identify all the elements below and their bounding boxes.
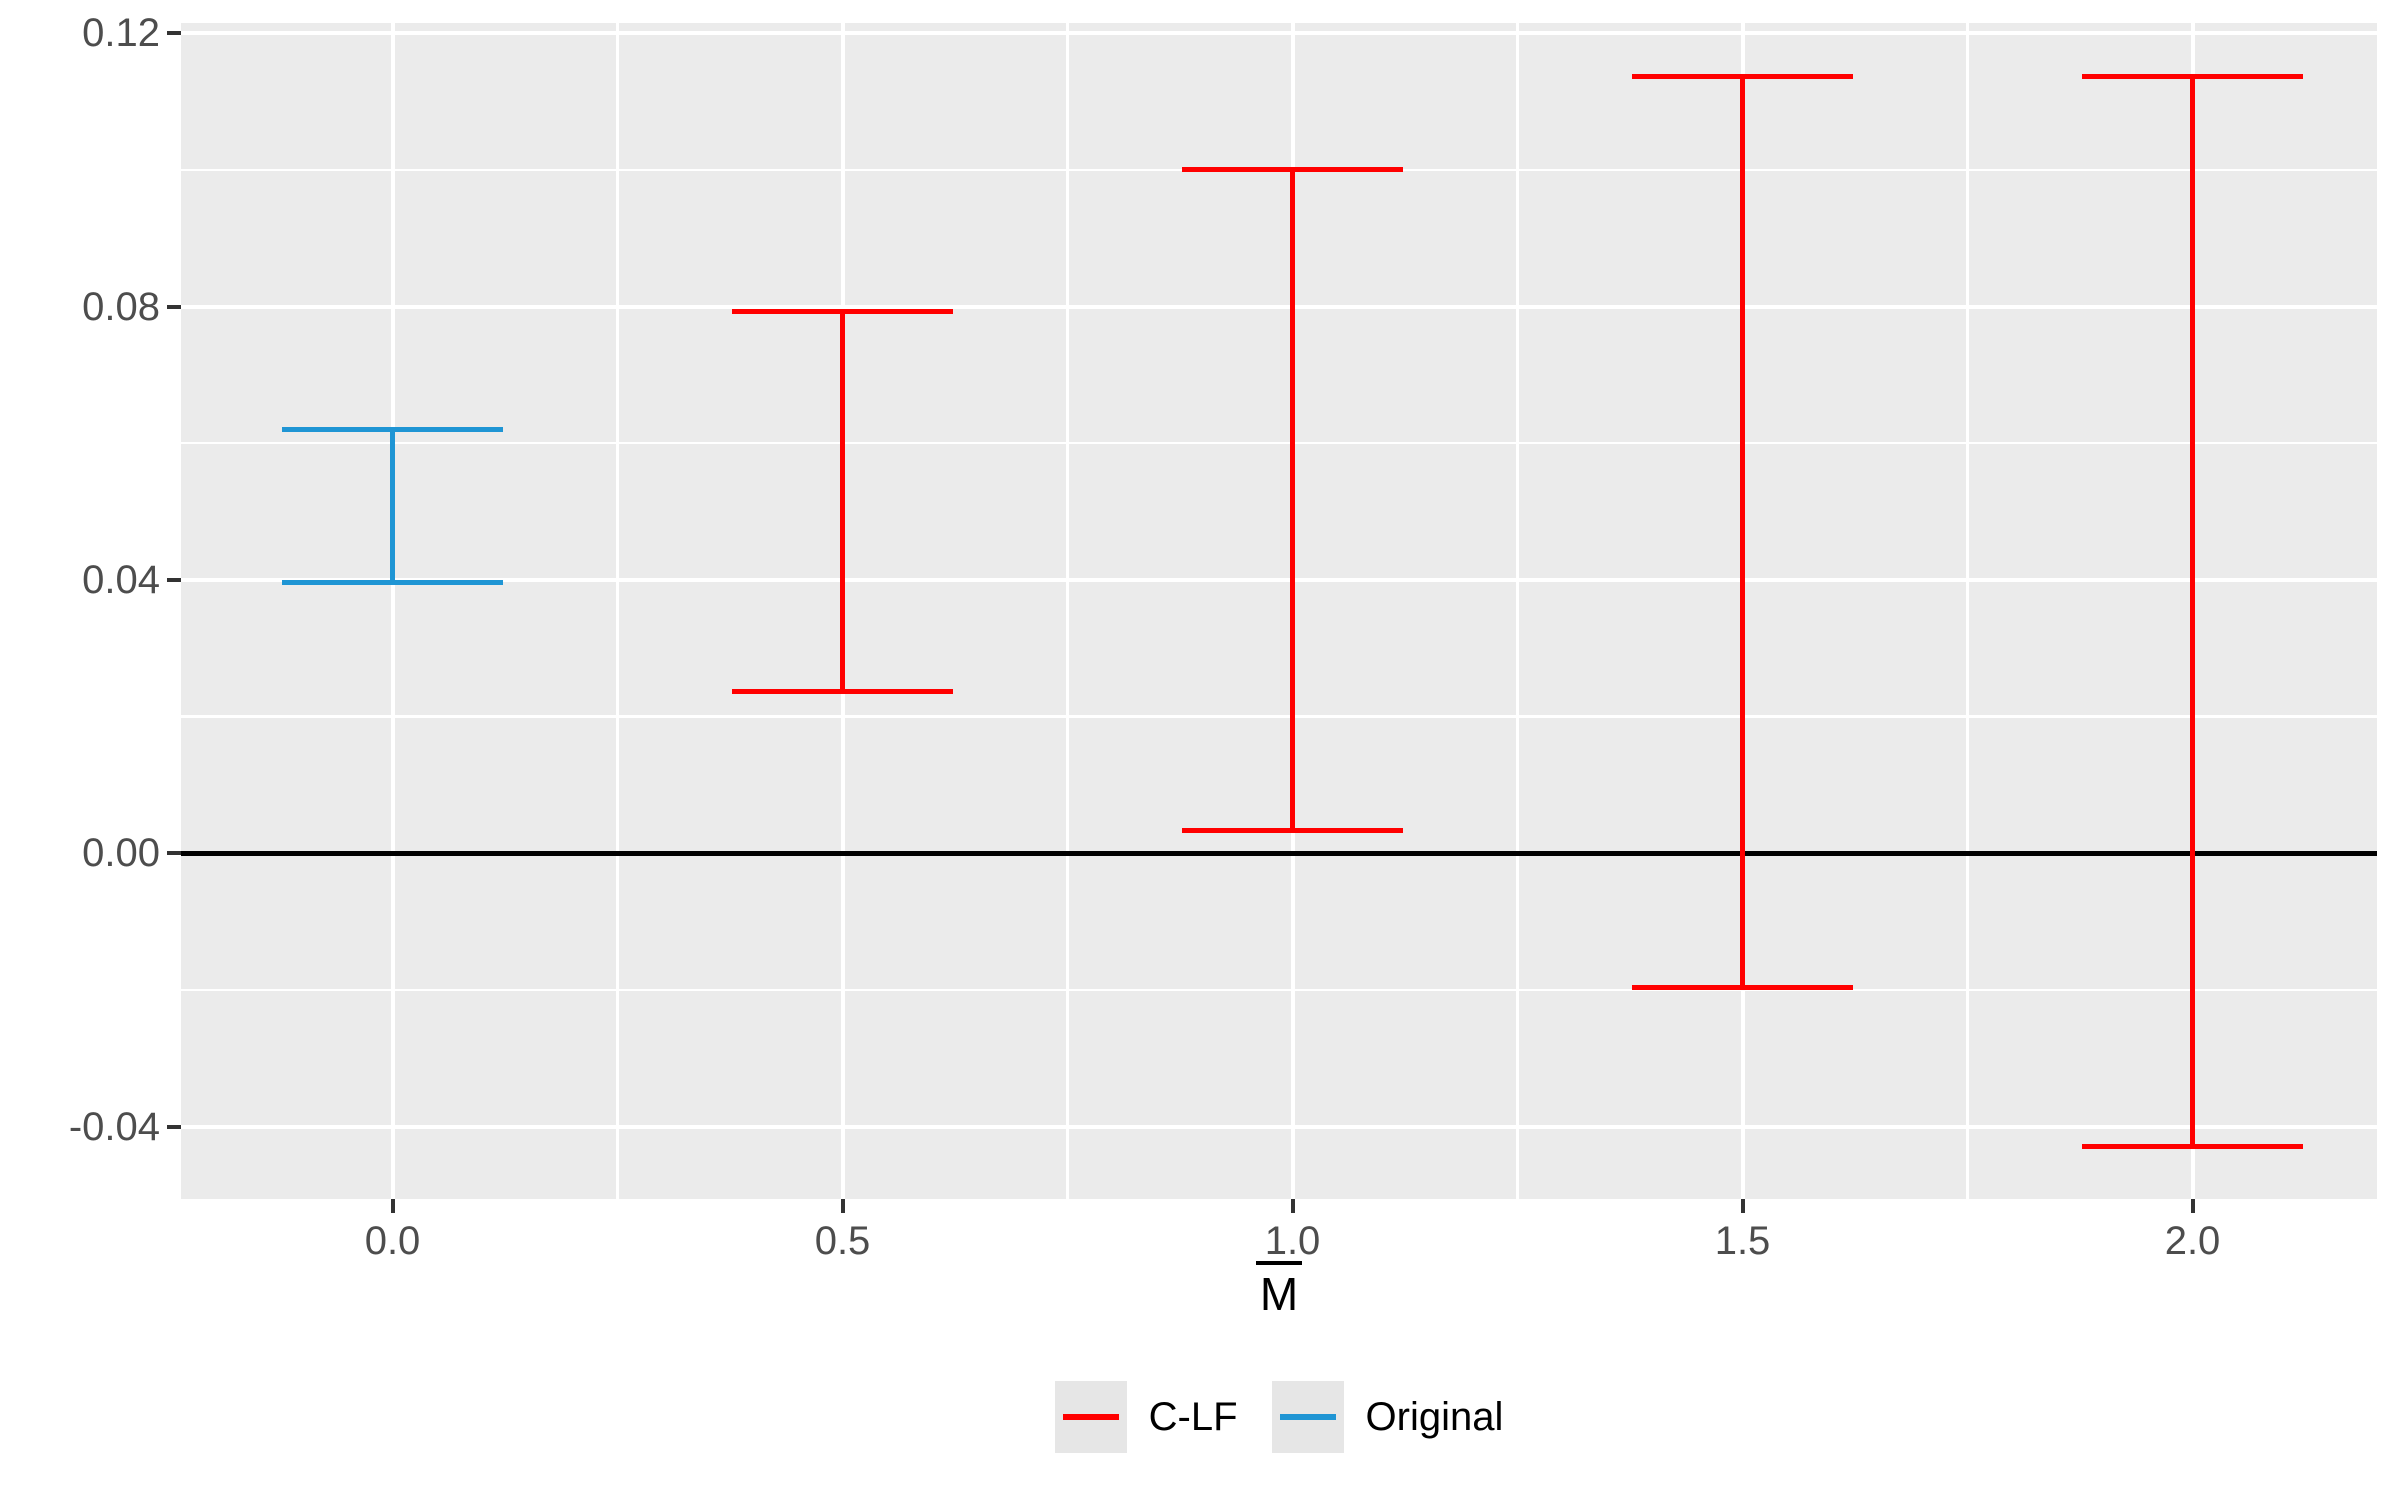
errorbar-cap-top	[281, 427, 504, 433]
x-tick-mark	[390, 1199, 395, 1213]
gridline-minor-x	[1066, 23, 1069, 1199]
gridline-major-y	[181, 577, 2377, 582]
y-tick-label: 0.00	[82, 831, 160, 876]
legend-key	[1271, 1381, 1344, 1453]
y-tick-mark	[167, 31, 181, 36]
gridline-minor-x	[616, 23, 619, 1199]
gridline-major-y	[181, 31, 2377, 36]
legend-entry: C-LF	[1054, 1381, 1238, 1453]
legend-entry: Original	[1271, 1381, 1504, 1453]
legend-key	[1054, 1381, 1127, 1453]
errorbar-cap-top	[731, 308, 954, 314]
gridline-minor-y	[181, 715, 2377, 718]
errorbar-cap-bottom	[2081, 1143, 2304, 1149]
x-tick-label: 1.0	[1264, 1219, 1321, 1263]
legend-label: Original	[1365, 1395, 1504, 1439]
errorbar-cap-bottom	[1631, 984, 1854, 990]
errorbar-stem	[1740, 76, 1745, 988]
x-tick-mark	[1740, 1199, 1745, 1213]
errorbar-cap-bottom	[731, 689, 954, 695]
gridline-major-y	[181, 1124, 2377, 1129]
gridline-minor-x	[1516, 23, 1519, 1199]
gridline-minor-y	[181, 441, 2377, 445]
errorbar-stem	[390, 429, 395, 583]
errorbar-cap-top	[1181, 167, 1404, 173]
legend-label: C-LF	[1148, 1395, 1238, 1439]
y-tick-mark	[167, 1124, 181, 1129]
y-tick-label: 0.08	[82, 284, 160, 329]
y-tick-label: 0.04	[82, 557, 160, 602]
x-axis-title-text: M	[1255, 1261, 1303, 1317]
x-tick-mark	[2190, 1199, 2195, 1213]
errorbar-cap-top	[1631, 73, 1854, 79]
x-tick-mark	[1290, 1199, 1295, 1213]
legend: C-LF Original	[181, 1381, 2377, 1453]
y-tick-label: 0.12	[82, 11, 160, 56]
y-tick-mark	[167, 577, 181, 582]
errorbar-stem	[840, 311, 845, 692]
errorbar-cap-bottom	[281, 580, 504, 586]
y-tick-mark	[167, 304, 181, 309]
zero-reference-line	[181, 850, 2377, 856]
x-axis-title: M	[181, 1261, 2377, 1317]
errorbar-stem	[1290, 169, 1295, 830]
gridline-major-y	[181, 304, 2377, 309]
x-tick-label: 1.5	[1714, 1219, 1771, 1263]
errorbar-cap-bottom	[1181, 827, 1404, 833]
gridline-major-x	[390, 23, 395, 1199]
x-tick-label: 0.0	[364, 1219, 421, 1263]
errorbar-cap-top	[2081, 73, 2304, 79]
plot-panel	[181, 23, 2377, 1199]
legend-key-line-icon	[1062, 1414, 1119, 1420]
legend-key-line-icon	[1279, 1414, 1336, 1420]
y-tick-label: -0.04	[68, 1104, 160, 1149]
gridline-minor-x	[1966, 23, 1969, 1199]
x-tick-mark	[840, 1199, 845, 1213]
y-tick-mark	[167, 851, 181, 856]
x-tick-label: 2.0	[2164, 1219, 2221, 1263]
errorbar-stem	[2190, 76, 2195, 1147]
gridline-minor-y	[181, 988, 2377, 992]
x-tick-label: 0.5	[814, 1219, 871, 1263]
